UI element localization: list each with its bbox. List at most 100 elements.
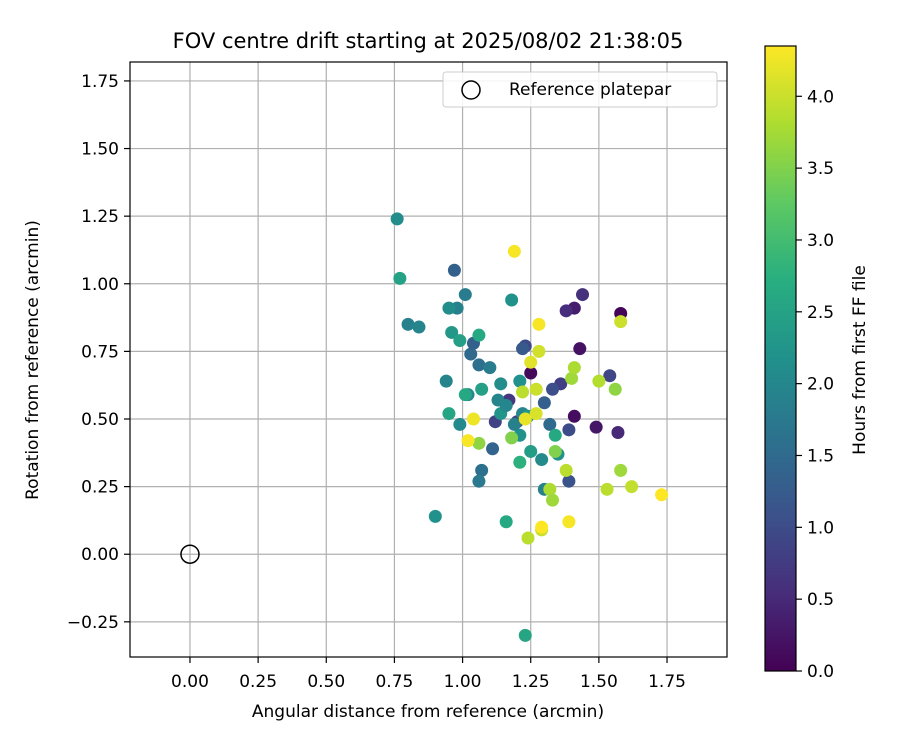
- colorbar-tick-label: 2.0: [807, 375, 834, 395]
- data-point: [464, 347, 478, 361]
- data-point: [603, 369, 617, 383]
- y-tick-label: −0.25: [67, 613, 119, 633]
- colorbar-tick-label: 1.5: [807, 446, 834, 466]
- x-tick-label: 0.00: [171, 672, 209, 692]
- data-point: [393, 271, 407, 285]
- data-point: [505, 431, 519, 445]
- colorbar-tick-label: 4.0: [807, 87, 834, 107]
- data-point: [537, 396, 551, 410]
- data-point: [486, 442, 500, 456]
- x-axis-label: Angular distance from reference (arcmin): [252, 702, 604, 722]
- data-point: [412, 320, 426, 334]
- data-point: [466, 412, 480, 426]
- data-point: [483, 361, 497, 375]
- data-point: [513, 455, 527, 469]
- data-point: [524, 444, 538, 458]
- colorbar-tick-label: 1.0: [807, 518, 834, 538]
- data-point: [608, 382, 622, 396]
- data-point: [543, 417, 557, 431]
- legend-box: [442, 71, 718, 108]
- data-point: [453, 417, 467, 431]
- colorbar-ticks: 0.0 0.5 1.0 1.5 2.0 2.5 3.0 3.5 4.0: [796, 87, 834, 682]
- data-point: [461, 434, 475, 448]
- data-point: [513, 374, 527, 388]
- data-point: [447, 263, 461, 277]
- chart-title: FOV centre drift starting at 2025/08/02 …: [173, 29, 684, 53]
- data-point: [576, 288, 590, 302]
- x-tick-label: 1.00: [444, 672, 482, 692]
- reference-platepar-marker: [180, 544, 200, 564]
- data-point: [472, 328, 486, 342]
- colorbar-tick-label: 0.5: [807, 590, 834, 610]
- colorbar-label: Hours from first FF file: [850, 265, 870, 455]
- data-point: [559, 463, 573, 477]
- x-tick-label: 0.75: [375, 672, 413, 692]
- data-point: [529, 407, 543, 421]
- data-point: [548, 444, 562, 458]
- x-tick-label: 1.25: [512, 672, 550, 692]
- data-point: [516, 342, 530, 356]
- y-axis-label: Rotation from reference (arcmin): [23, 220, 43, 500]
- x-tick-label: 1.75: [648, 672, 686, 692]
- y-tick-label: 1.00: [81, 275, 119, 295]
- data-point: [562, 515, 576, 529]
- data-point: [390, 212, 404, 226]
- data-point: [532, 344, 546, 358]
- data-point: [600, 482, 614, 496]
- colorbar: 0.0 0.5 1.0 1.5 2.0 2.5 3.0 3.5 4.0 Hours from f…: [764, 45, 870, 682]
- colorbar-tick-label: 3.0: [807, 231, 834, 251]
- data-point: [507, 244, 521, 258]
- data-point: [494, 377, 508, 391]
- y-tick-label: 1.25: [81, 207, 119, 227]
- plot-frame: [129, 61, 728, 658]
- y-tick-label: 0.75: [81, 342, 119, 362]
- data-point: [428, 509, 442, 523]
- data-point: [475, 382, 489, 396]
- data-point: [521, 531, 535, 545]
- data-point: [516, 385, 530, 399]
- data-point: [524, 355, 538, 369]
- data-point: [535, 453, 549, 467]
- data-point: [439, 374, 453, 388]
- data-point: [567, 361, 581, 375]
- data-point: [655, 488, 669, 502]
- data-point: [507, 417, 521, 431]
- y-tick-label: 1.50: [81, 140, 119, 160]
- data-point: [532, 317, 546, 331]
- x-tick-label: 1.50: [580, 672, 618, 692]
- data-point: [518, 412, 532, 426]
- data-point: [524, 366, 538, 380]
- data-point: [589, 420, 603, 434]
- data-point: [458, 388, 472, 402]
- data-point: [592, 374, 606, 388]
- data-point: [567, 409, 581, 423]
- data-points: [390, 212, 669, 642]
- data-point: [614, 463, 628, 477]
- data-point: [529, 382, 543, 396]
- data-point: [499, 398, 513, 412]
- data-point: [472, 436, 486, 450]
- data-point: [401, 317, 415, 331]
- colorbar-tick-label: 2.5: [807, 303, 834, 323]
- data-point: [445, 325, 459, 339]
- data-point: [562, 423, 576, 437]
- x-tick-label: 0.50: [307, 672, 345, 692]
- y-tick-label: 1.75: [81, 72, 119, 92]
- colorbar-frame: [764, 45, 797, 672]
- x-axis-ticks: 0.00 0.25 0.50 0.75 1.00 1.25 1.50 1.75: [171, 657, 686, 692]
- data-point: [499, 515, 513, 529]
- data-point: [546, 493, 560, 507]
- legend-label: Reference platepar: [509, 80, 671, 100]
- data-point: [535, 520, 549, 534]
- y-axis-ticks: −0.25 0.00 0.25 0.50 0.75 1.00 1.25 1.50 1.75: [67, 72, 130, 633]
- data-point: [458, 288, 472, 302]
- data-point: [472, 474, 486, 488]
- data-point: [559, 304, 573, 318]
- data-point: [562, 474, 576, 488]
- colorbar-tick-label: 0.0: [807, 662, 834, 682]
- data-point: [565, 371, 579, 385]
- grid: [130, 62, 727, 657]
- x-tick-label: 0.25: [239, 672, 277, 692]
- data-point: [625, 480, 639, 494]
